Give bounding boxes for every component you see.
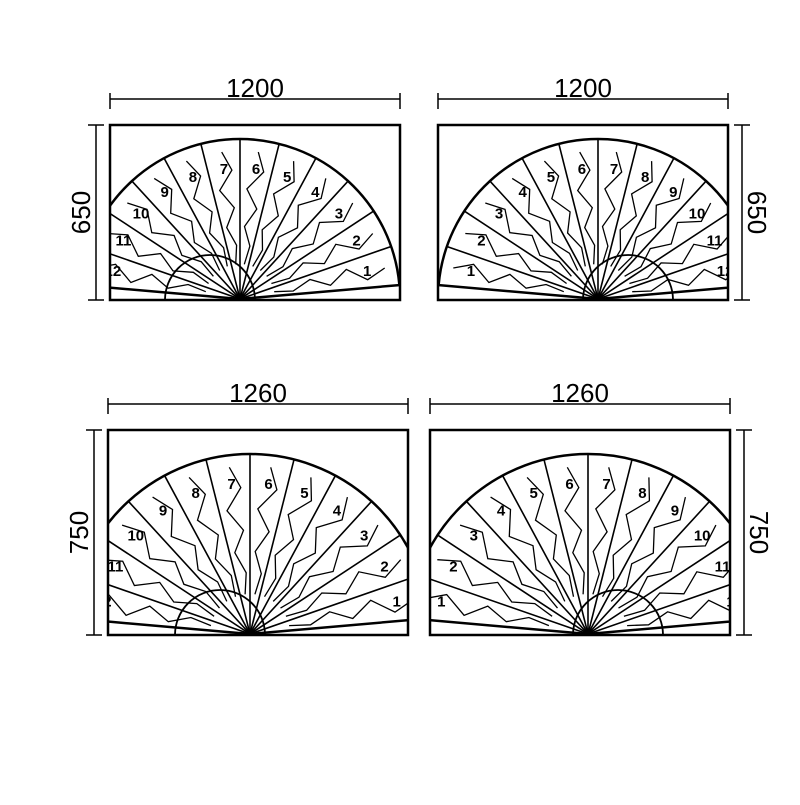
dim-side: 750 [744, 511, 774, 554]
step-label: 10 [127, 528, 144, 545]
step-label: 12 [95, 594, 112, 611]
step-label: 11 [108, 559, 124, 576]
center-post [594, 295, 602, 303]
step-label: 6 [565, 476, 573, 493]
step-label: 2 [477, 232, 485, 249]
step-label: 2 [380, 559, 388, 576]
step-label: 6 [264, 476, 272, 493]
diagram-svg: 1200650123456789101112120065012111098765… [0, 0, 800, 800]
step-label: 5 [529, 485, 537, 502]
step-label: 12 [717, 263, 734, 280]
step-label: 5 [300, 485, 308, 502]
step-label: 4 [333, 503, 342, 520]
step-label: 9 [671, 503, 679, 520]
step-label: 12 [726, 594, 743, 611]
dim-side: 650 [66, 191, 96, 234]
center-post [236, 295, 244, 303]
step-label: 7 [610, 161, 618, 178]
panel-bl: 1260750123456789101112 [64, 378, 429, 638]
step-label: 6 [578, 161, 586, 178]
center-post [584, 630, 592, 638]
diagram-page: 1200650123456789101112120065012111098765… [0, 0, 800, 800]
step-label: 8 [191, 485, 199, 502]
step-label: 3 [360, 528, 368, 545]
dim-top: 1260 [551, 378, 609, 408]
step-label: 2 [449, 559, 457, 576]
step-label: 9 [669, 184, 677, 201]
step-label: 10 [689, 206, 706, 223]
step-label: 4 [518, 184, 527, 201]
center-post [246, 630, 254, 638]
step-label: 1 [363, 263, 371, 280]
step-label: 11 [715, 559, 731, 576]
step-label: 10 [694, 528, 711, 545]
step-label: 12 [105, 263, 122, 280]
dim-side: 750 [64, 511, 94, 554]
dim-top: 1200 [226, 73, 284, 103]
step-label: 3 [470, 528, 478, 545]
step-label: 2 [352, 232, 360, 249]
dim-top: 1200 [554, 73, 612, 103]
step-label: 7 [602, 476, 610, 493]
step-label: 7 [220, 161, 228, 178]
step-label: 4 [311, 184, 320, 201]
step-label: 6 [252, 161, 260, 178]
step-label: 11 [707, 232, 723, 249]
step-label: 1 [393, 594, 401, 611]
panel-br: 1260 750 12 1110 9 8 7 6 5 4 32 1 [409, 378, 774, 638]
dim-side: 650 [742, 191, 772, 234]
step-label: 1 [467, 263, 475, 280]
step-label: 8 [641, 169, 649, 186]
panel-tr: 1200 650 12 1110 9 8 7 6 5 4321 [438, 73, 772, 303]
step-label: 1 [437, 594, 445, 611]
step-label: 3 [335, 206, 343, 223]
step-label: 3 [495, 206, 503, 223]
step-label: 7 [227, 476, 235, 493]
step-label: 8 [189, 169, 197, 186]
step-label: 11 [115, 232, 131, 249]
step-label: 5 [547, 169, 555, 186]
step-label: 5 [283, 169, 291, 186]
step-label: 8 [638, 485, 646, 502]
dim-top: 1260 [229, 378, 287, 408]
step-label: 10 [133, 206, 150, 223]
step-label: 9 [160, 184, 168, 201]
step-label: 4 [497, 503, 506, 520]
step-label: 9 [159, 503, 167, 520]
panel-tl: 1200650123456789101112 [66, 73, 400, 303]
